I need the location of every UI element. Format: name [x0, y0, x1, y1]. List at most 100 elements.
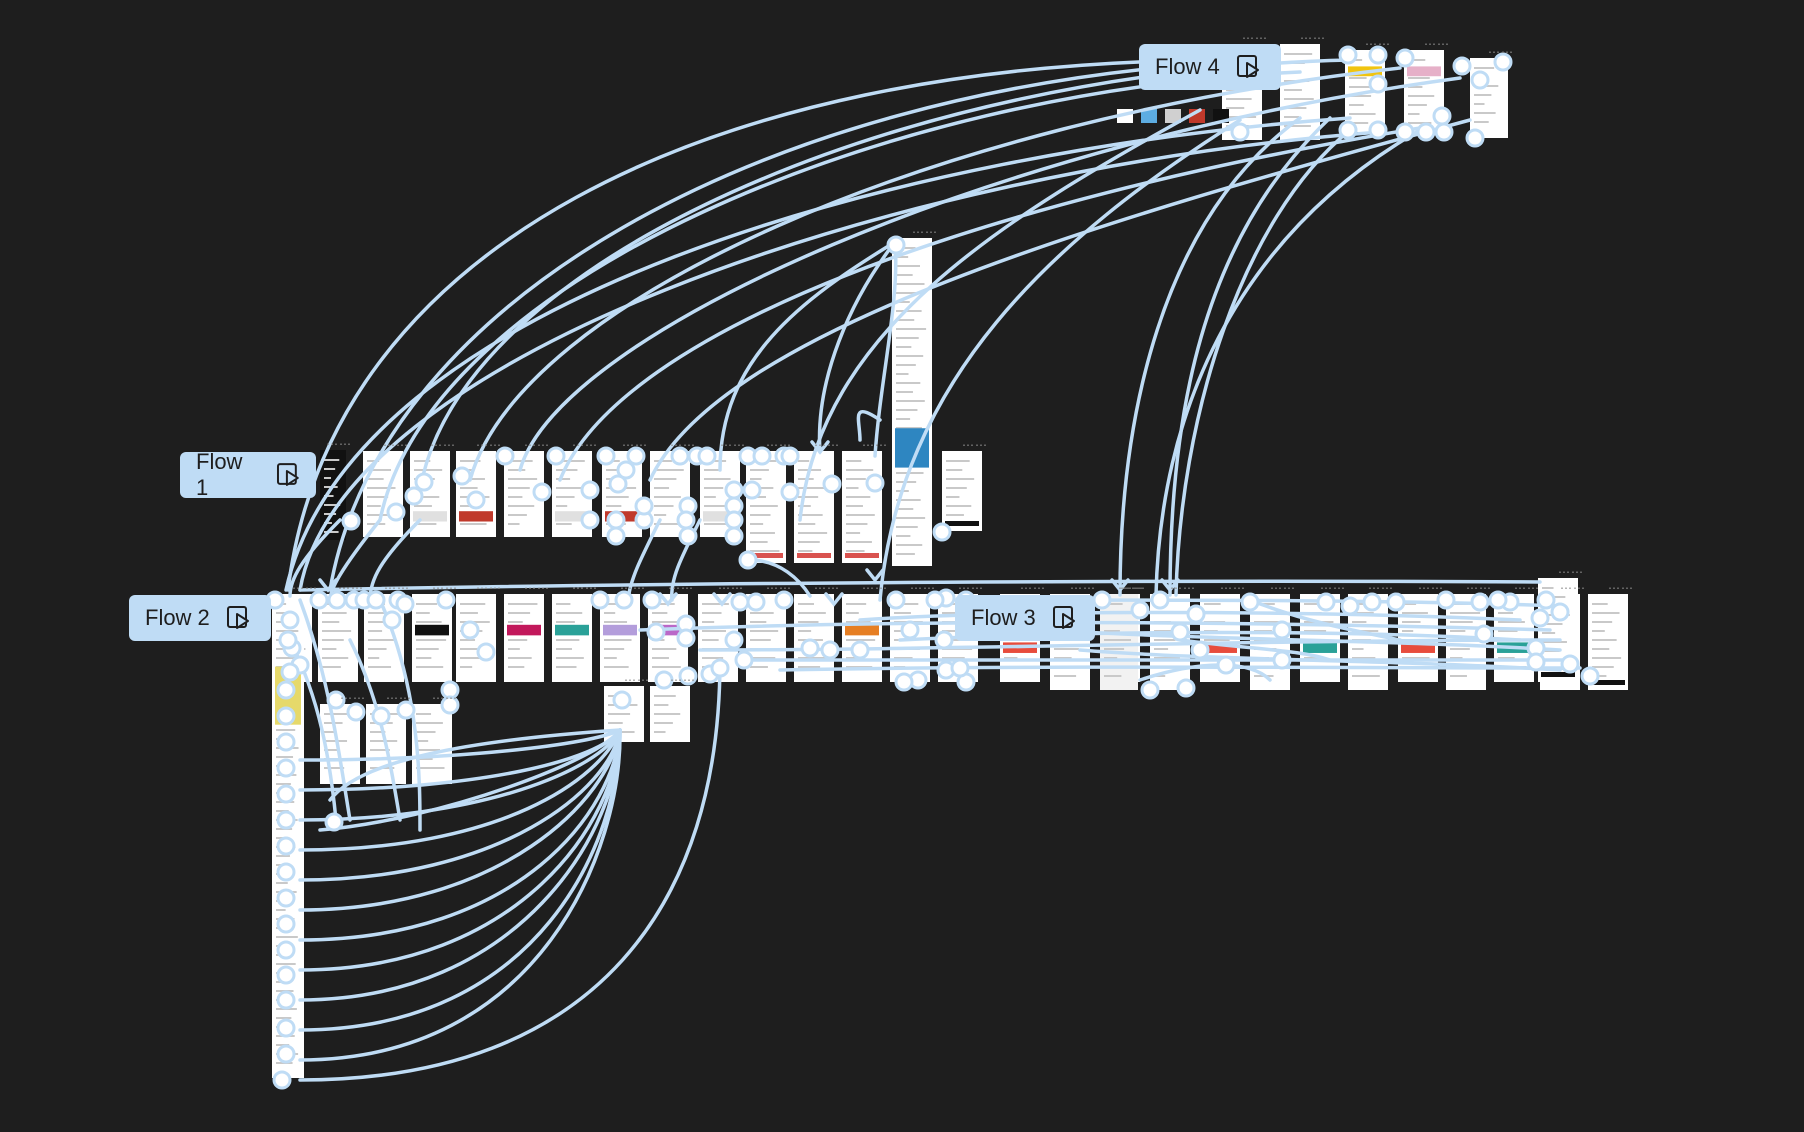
frame-menu-ellipsis-icon[interactable]: …… [910, 578, 936, 592]
connection-node[interactable] [1140, 680, 1160, 700]
connection-node[interactable] [752, 446, 772, 466]
connection-node[interactable] [614, 590, 634, 610]
connection-node[interactable] [580, 480, 600, 500]
screen-frame[interactable] [1280, 44, 1320, 140]
connection-node[interactable] [1452, 56, 1472, 76]
connection-node[interactable] [678, 666, 698, 686]
connection-node[interactable] [774, 590, 794, 610]
connection-node[interactable] [371, 706, 391, 726]
connection-node[interactable] [900, 620, 920, 640]
frame-menu-ellipsis-icon[interactable]: …… [340, 688, 366, 702]
connection-node[interactable] [276, 990, 296, 1010]
connection-node[interactable] [1190, 640, 1210, 660]
screen-frame[interactable] [842, 451, 882, 563]
frame-menu-ellipsis-icon[interactable]: …… [1020, 578, 1046, 592]
connection-node[interactable] [642, 590, 662, 610]
connection-node[interactable] [460, 620, 480, 640]
connection-node[interactable] [742, 480, 762, 500]
frame-menu-ellipsis-icon[interactable]: …… [1365, 34, 1391, 48]
frame-menu-ellipsis-icon[interactable]: …… [624, 670, 650, 684]
connection-node[interactable] [396, 700, 416, 720]
connection-node[interactable] [676, 628, 696, 648]
connection-node[interactable] [1580, 666, 1600, 686]
frame-menu-ellipsis-icon[interactable]: …… [476, 435, 502, 449]
connection-node[interactable] [276, 862, 296, 882]
play-prototype-icon[interactable] [1052, 605, 1078, 631]
connection-node[interactable] [626, 446, 646, 466]
frame-menu-ellipsis-icon[interactable]: …… [1220, 578, 1246, 592]
connection-node[interactable] [1362, 592, 1382, 612]
connection-node[interactable] [1230, 122, 1250, 142]
connection-node[interactable] [1338, 45, 1358, 65]
frame-menu-ellipsis-icon[interactable]: …… [476, 578, 502, 592]
connection-node[interactable] [476, 642, 496, 662]
frame-menu-ellipsis-icon[interactable]: …… [720, 435, 746, 449]
connection-node[interactable] [276, 1044, 296, 1064]
frame-menu-ellipsis-icon[interactable]: …… [814, 435, 840, 449]
frame-menu-ellipsis-icon[interactable]: …… [1320, 578, 1346, 592]
connection-node[interactable] [276, 706, 296, 726]
connection-node[interactable] [1526, 652, 1546, 672]
connection-node[interactable] [950, 658, 970, 678]
frame-menu-ellipsis-icon[interactable]: …… [384, 578, 410, 592]
frame-menu-ellipsis-icon[interactable]: …… [1270, 578, 1296, 592]
frame-menu-ellipsis-icon[interactable]: …… [572, 435, 598, 449]
connection-node[interactable] [580, 510, 600, 530]
connection-node[interactable] [886, 590, 906, 610]
connection-node[interactable] [404, 486, 424, 506]
connection-node[interactable] [452, 466, 472, 486]
screen-frame[interactable] [600, 594, 640, 682]
flow-start-flow-1[interactable]: Flow 1 [180, 449, 316, 500]
connection-node[interactable] [590, 590, 610, 610]
connection-node[interactable] [346, 702, 366, 722]
connection-node[interactable] [272, 1070, 292, 1090]
connection-node[interactable] [327, 590, 347, 610]
connection-node[interactable] [276, 732, 296, 752]
connection-node[interactable] [596, 446, 616, 466]
connection-node[interactable] [1436, 590, 1456, 610]
frame-menu-ellipsis-icon[interactable]: …… [1560, 578, 1586, 592]
connection-node[interactable] [932, 522, 952, 542]
connection-node[interactable] [654, 670, 674, 690]
connection-node[interactable] [1488, 590, 1508, 610]
screen-frame[interactable] [794, 594, 834, 682]
frame-menu-ellipsis-icon[interactable]: …… [432, 688, 458, 702]
connection-node[interactable] [1416, 122, 1436, 142]
connection-node[interactable] [276, 940, 296, 960]
connection-node[interactable] [546, 446, 566, 466]
screen-frame[interactable] [552, 594, 592, 682]
play-prototype-icon[interactable] [276, 462, 302, 488]
connection-node[interactable] [1530, 608, 1550, 628]
connection-node[interactable] [1470, 592, 1490, 612]
connection-node[interactable] [670, 446, 690, 466]
connection-node[interactable] [724, 510, 744, 530]
connection-node[interactable] [608, 474, 628, 494]
connection-node[interactable] [1536, 590, 1556, 610]
connection-node[interactable] [395, 594, 415, 614]
frame-menu-ellipsis-icon[interactable]: …… [766, 578, 792, 592]
flow-start-flow-2[interactable]: Flow 2 [129, 595, 271, 641]
connection-node[interactable] [532, 482, 552, 502]
connection-node[interactable] [495, 446, 515, 466]
connection-node[interactable] [276, 965, 296, 985]
frame-menu-ellipsis-icon[interactable]: …… [862, 435, 888, 449]
connection-node[interactable] [324, 812, 344, 832]
connection-node[interactable] [612, 690, 632, 710]
connection-node[interactable] [386, 502, 406, 522]
connection-node[interactable] [276, 810, 296, 830]
connection-node[interactable] [1170, 622, 1190, 642]
frame-menu-ellipsis-icon[interactable]: …… [1514, 578, 1540, 592]
connection-node[interactable] [1386, 592, 1406, 612]
frame-menu-ellipsis-icon[interactable]: …… [292, 578, 318, 592]
play-prototype-icon[interactable] [1236, 54, 1262, 80]
connection-node[interactable] [1130, 600, 1150, 620]
connection-node[interactable] [276, 914, 296, 934]
connection-node[interactable] [1316, 592, 1336, 612]
connection-node[interactable] [724, 480, 744, 500]
frame-menu-ellipsis-icon[interactable]: …… [718, 578, 744, 592]
screen-frame[interactable] [363, 451, 403, 537]
frame-menu-ellipsis-icon[interactable]: …… [1300, 28, 1326, 42]
frame-menu-ellipsis-icon[interactable]: …… [1120, 578, 1146, 592]
connection-node[interactable] [724, 630, 744, 650]
connection-node[interactable] [309, 590, 329, 610]
